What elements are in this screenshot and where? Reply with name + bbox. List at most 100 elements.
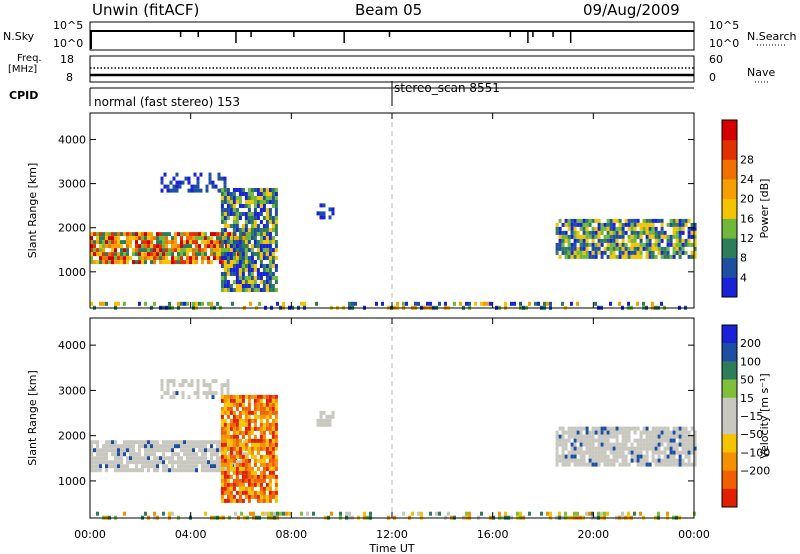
velocity-echo-cell: [654, 438, 658, 443]
power-echo-cell: [186, 244, 189, 249]
power-echo-cell: [648, 242, 652, 247]
velocity-echo-cell: [265, 426, 269, 431]
power-echo-cell: [199, 172, 203, 177]
power-echo-cell: [585, 226, 589, 231]
velocity-echo-cell: [192, 444, 195, 449]
power-echo-cell: [159, 256, 162, 261]
power-echo-cell: [156, 252, 159, 257]
velocity-echo-cell: [606, 430, 610, 435]
velocity-echo-cell: [642, 446, 646, 451]
velocity-echo-cell: [129, 444, 132, 449]
power-echo-cell: [238, 284, 242, 288]
power-echo-cell: [274, 244, 278, 248]
xaxis-title: Time UT: [368, 542, 414, 554]
velocity-echo-cell: [169, 395, 173, 400]
velocity-echo-cell: [615, 438, 619, 443]
power-echo-cell: [232, 232, 236, 236]
velocity-echo-cell: [226, 410, 230, 415]
power-echo-cell: [585, 218, 589, 223]
power-echo-cell: [235, 276, 239, 280]
power-echo-cell: [672, 230, 676, 235]
power-echo-cell: [612, 218, 616, 223]
power-echo-cell: [651, 222, 655, 227]
power-echo-cell: [519, 301, 522, 306]
power-echo-cell: [262, 188, 266, 192]
velocity-echo-cell: [105, 468, 108, 473]
power-echo-cell: [138, 252, 141, 257]
power-echo-cell: [229, 204, 233, 208]
velocity-echo-cell: [666, 426, 670, 431]
xtick-label: 04:00: [175, 528, 207, 541]
power-echo-cell: [645, 254, 649, 259]
velocity-colorbar-tick: −100: [740, 446, 770, 459]
power-echo-cell: [636, 234, 640, 239]
velocity-echo-cell: [274, 410, 278, 415]
power-echo-cell: [93, 232, 96, 237]
velocity-echo-cell: [247, 494, 251, 499]
power-echo-cell: [537, 301, 540, 306]
velocity-echo-cell: [597, 450, 601, 455]
power-echo-cell: [111, 260, 114, 265]
power-echo-cell: [262, 272, 266, 276]
power-echo-cell: [651, 234, 655, 239]
velocity-echo-cell: [129, 448, 132, 453]
power-echo-cell: [147, 240, 150, 245]
power-echo-cell: [235, 224, 239, 228]
velocity-echo-cell: [262, 454, 266, 459]
velocity-echo-cell: [651, 458, 655, 463]
power-echo-cell: [247, 208, 251, 212]
power-echo-cell: [250, 276, 254, 280]
power-echo-cell: [274, 264, 278, 268]
xtick-label: 00:00: [74, 528, 106, 541]
velocity-echo-cell: [229, 398, 233, 403]
velocity-echo-cell: [220, 426, 224, 431]
velocity-echo-cell: [238, 430, 242, 435]
power-echo-cell: [579, 222, 583, 227]
velocity-echo-cell: [241, 418, 245, 423]
velocity-echo-cell: [186, 448, 189, 453]
power-echo-cell: [223, 284, 227, 288]
velocity-echo-cell: [271, 462, 275, 467]
power-echo-cell: [247, 260, 251, 264]
power-echo-cell: [241, 244, 245, 248]
velocity-echo-cell: [132, 460, 135, 465]
velocity-echo-cell: [183, 444, 186, 449]
velocity-echo-cell: [597, 462, 601, 467]
velocity-echo-cell: [220, 482, 224, 487]
power-echo-cell: [232, 216, 236, 220]
power-echo-cell: [144, 301, 147, 306]
power-echo-cell: [265, 240, 269, 244]
power-echo-cell: [319, 203, 323, 208]
velocity-echo-cell: [669, 454, 673, 459]
power-echo-cell: [241, 212, 245, 216]
power-echo-cell: [585, 230, 589, 235]
velocity-echo-cell: [229, 410, 233, 415]
velocity-echo-cell: [189, 440, 192, 445]
velocity-echo-cell: [270, 511, 273, 516]
velocity-echo-cell: [229, 486, 233, 491]
velocity-echo-cell: [201, 448, 204, 453]
power-echo-cell: [120, 260, 123, 265]
power-echo-cell: [642, 242, 646, 247]
velocity-echo-cell: [328, 418, 332, 423]
power-echo-cell: [201, 252, 204, 257]
power-echo-cell: [576, 250, 580, 255]
power-echo-cell: [651, 301, 654, 306]
power-echo-cell: [253, 200, 257, 204]
power-echo-cell: [226, 244, 230, 248]
power-echo-cell: [402, 301, 405, 306]
velocity-echo-cell: [639, 462, 643, 467]
power-echo-cell: [244, 204, 248, 208]
power-echo-cell: [186, 236, 189, 241]
power-echo-cell: [265, 192, 269, 196]
velocity-echo-cell: [591, 454, 595, 459]
power-echo-cell: [238, 200, 242, 204]
velocity-echo-cell: [93, 468, 96, 473]
velocity-echo-cell: [238, 450, 242, 455]
velocity-echo-region: [316, 410, 335, 427]
power-echo-cell: [235, 288, 239, 292]
power-echo-cell: [573, 226, 577, 231]
velocity-echo-cell: [567, 430, 571, 435]
velocity-echo-cell: [144, 444, 147, 449]
power-echo-cell: [111, 232, 114, 237]
